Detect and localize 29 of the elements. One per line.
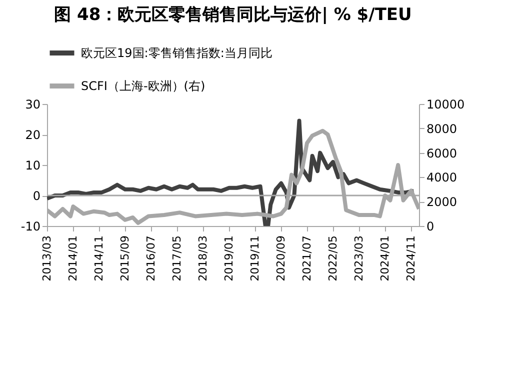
y-tick-label: -10 (20, 220, 40, 234)
x-tick-label: 2017/05 (170, 236, 184, 282)
chart-title: 图 48：欧元区零售销售同比与运价| % $/TEU (54, 5, 412, 25)
y-tick-label: 20 (25, 128, 40, 142)
y2-tick-label: 6000 (426, 146, 458, 160)
x-tick-label: 2014/01 (66, 236, 80, 282)
x-tick-label: 2020/09 (274, 236, 288, 282)
x-tick-label: 2016/07 (144, 236, 158, 282)
x-tick-label: 2019/01 (222, 236, 236, 282)
y2-tick-label: 0 (426, 220, 434, 234)
x-tick-label: 2021/07 (300, 236, 314, 282)
y-tick-label: 10 (25, 158, 40, 172)
x-tick-label: 2019/11 (248, 236, 262, 282)
legend-label: SCFI（上海-欧洲）(右) (81, 79, 206, 93)
x-tick-label: 2013/03 (40, 236, 54, 282)
y2-tick-label: 2000 (426, 195, 458, 210)
y2-tick-label: 4000 (426, 170, 458, 185)
x-tick-label: 2024/11 (404, 236, 418, 282)
legend-label: 欧元区19国:零售销售指数:当月同比 (81, 46, 272, 60)
x-tick-label: 2014/11 (92, 236, 106, 282)
x-tick-label: 2022/05 (326, 236, 340, 282)
x-tick-label: 2018/03 (196, 236, 210, 282)
x-tick-label: 2015/09 (118, 236, 132, 282)
x-tick-label: 2023/03 (352, 236, 366, 282)
y2-tick-label: 8000 (426, 122, 458, 136)
y-tick-label: 30 (25, 98, 40, 112)
x-tick-label: 2024/01 (378, 236, 392, 282)
y2-tick-label: 10000 (426, 98, 465, 112)
y-tick-label: 0 (32, 189, 40, 203)
